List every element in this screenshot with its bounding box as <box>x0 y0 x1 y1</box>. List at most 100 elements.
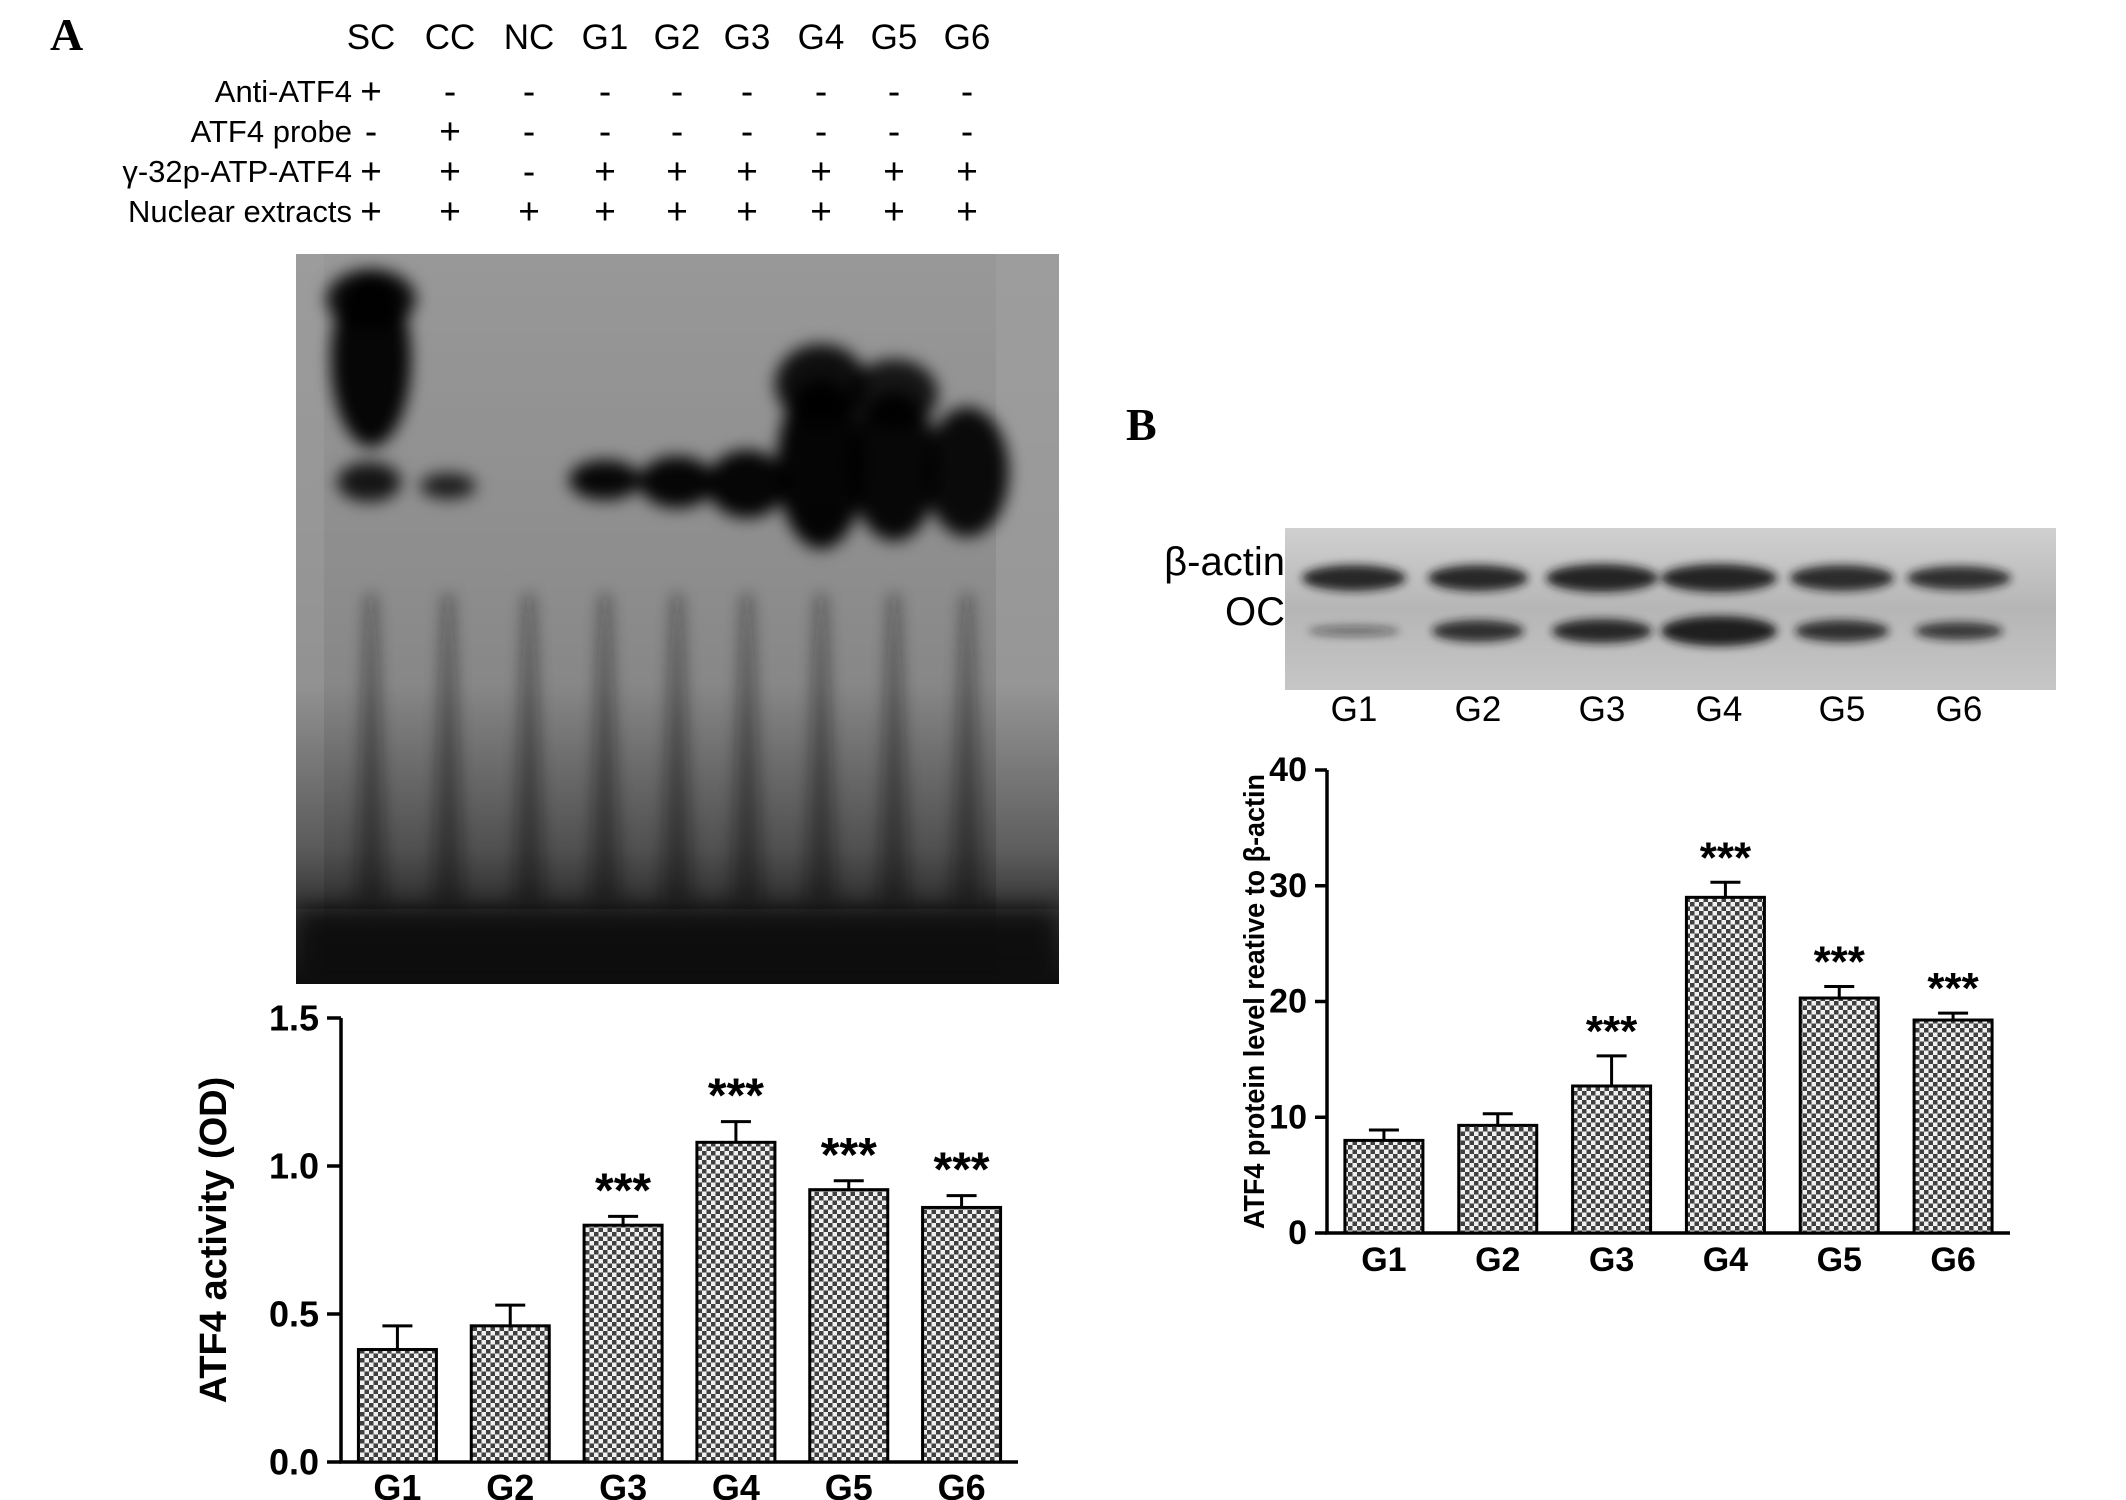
svg-text:0: 0 <box>1288 1214 1307 1252</box>
condition-sign: - <box>887 71 901 112</box>
condition-row: Anti-ATF4 + - - - - - - - - <box>0 72 1100 112</box>
atf4-protein-chart: 0 10 20 30 40 G1 G2 *** G3 *** G4 *** G5 *** G6 ATF4 pr… <box>1240 751 2010 1279</box>
condition-sign: - <box>740 111 754 152</box>
svg-text:***: *** <box>821 1129 877 1182</box>
emsa-gel-image <box>296 254 1059 984</box>
condition-sign: - <box>443 71 457 112</box>
condition-row: Nuclear extracts + + + + + + + + + <box>0 192 1100 232</box>
svg-text:G1: G1 <box>373 1467 421 1500</box>
condition-sign: + <box>439 191 461 232</box>
svg-text:***: *** <box>1700 833 1752 882</box>
blot-lane-label-g1: G1 <box>1330 690 1378 729</box>
condition-sign: + <box>883 151 905 192</box>
condition-sign: - <box>960 111 974 152</box>
condition-sign: + <box>956 191 978 232</box>
lane-header-cc: CC <box>424 18 476 57</box>
condition-sign: + <box>810 191 832 232</box>
lane-header-g1: G1 <box>581 18 629 57</box>
condition-sign: - <box>670 111 684 152</box>
condition-sign: - <box>598 71 612 112</box>
svg-text:G3: G3 <box>1589 1241 1634 1279</box>
condition-sign: + <box>810 151 832 192</box>
lane-header-g3: G3 <box>723 18 771 57</box>
svg-text:***: *** <box>1814 937 1866 986</box>
lane-header-g6: G6 <box>943 18 991 57</box>
blot-lane-labels: G1 G2 G3 G4 G5 G6 <box>0 690 2126 734</box>
condition-label: Nuclear extracts <box>128 194 352 229</box>
condition-sign: + <box>439 111 461 152</box>
condition-row: γ-32p-ATP-ATF4 + + - + + + + + + <box>0 152 1100 192</box>
svg-text:G2: G2 <box>1475 1241 1520 1279</box>
lane-header-nc: NC <box>503 18 555 57</box>
condition-label: Anti-ATF4 <box>214 74 352 109</box>
svg-text:G6: G6 <box>1930 1241 1975 1279</box>
blot-lane-label-g2: G2 <box>1454 690 1502 729</box>
condition-sign: - <box>522 71 536 112</box>
beta-actin-label: β-actin <box>1164 540 1285 584</box>
svg-text:***: *** <box>934 1144 990 1197</box>
svg-text:ATF4 activity (OD): ATF4 activity (OD) <box>193 1077 235 1404</box>
condition-sign: - <box>522 111 536 152</box>
svg-text:0.0: 0.0 <box>269 1442 319 1483</box>
svg-text:ATF4 protein level reative to: ATF4 protein level reative to β-actin <box>1240 774 1271 1229</box>
blot-lane-label-g4: G4 <box>1695 690 1743 729</box>
blot-lane-label-g3: G3 <box>1578 690 1626 729</box>
lane-header-g4: G4 <box>797 18 845 57</box>
condition-sign: + <box>518 191 540 232</box>
svg-text:20: 20 <box>1269 983 1307 1021</box>
svg-text:1.5: 1.5 <box>269 998 319 1039</box>
condition-sign: - <box>887 111 901 152</box>
oc-label: OC <box>1225 590 1285 634</box>
svg-text:30: 30 <box>1269 867 1307 905</box>
condition-sign: + <box>883 191 905 232</box>
condition-sign: - <box>522 151 536 192</box>
lane-header-sc: SC <box>346 18 396 57</box>
condition-label: γ-32p-ATP-ATF4 <box>122 154 352 189</box>
condition-sign: + <box>956 151 978 192</box>
condition-rows: Anti-ATF4 + - - - - - - - - ATF4 probe - + - - - - - - - γ-3… <box>0 72 1100 242</box>
svg-text:***: *** <box>708 1070 764 1123</box>
condition-sign: + <box>736 191 758 232</box>
condition-sign: + <box>666 191 688 232</box>
condition-sign: + <box>736 151 758 192</box>
svg-text:G3: G3 <box>599 1467 647 1500</box>
western-blot-image <box>1285 528 2056 690</box>
svg-text:1.0: 1.0 <box>269 1146 319 1187</box>
condition-sign: - <box>598 111 612 152</box>
svg-text:0.5: 0.5 <box>269 1294 319 1335</box>
svg-text:G5: G5 <box>1817 1241 1862 1279</box>
blot-lane-label-g6: G6 <box>1935 690 1983 729</box>
svg-text:G5: G5 <box>825 1467 873 1500</box>
panel-a-label: A <box>50 9 84 60</box>
lane-header-g5: G5 <box>870 18 918 57</box>
condition-sign: + <box>360 151 382 192</box>
condition-sign: - <box>364 111 378 152</box>
lane-header-row: SC CC NC G1 G2 G3 G4 G5 G6 <box>0 18 2126 62</box>
svg-text:***: *** <box>1927 964 1979 1013</box>
condition-sign: - <box>670 71 684 112</box>
svg-text:G6: G6 <box>938 1467 986 1500</box>
condition-row: ATF4 probe - + - - - - - - - <box>0 112 1100 152</box>
svg-text:G4: G4 <box>712 1467 760 1500</box>
condition-sign: + <box>666 151 688 192</box>
svg-text:10: 10 <box>1269 1098 1307 1136</box>
blot-lane-label-g5: G5 <box>1818 690 1866 729</box>
lane-header-g2: G2 <box>653 18 701 57</box>
svg-text:***: *** <box>1586 1007 1638 1056</box>
svg-text:***: *** <box>595 1164 651 1217</box>
condition-sign: + <box>594 151 616 192</box>
condition-sign: + <box>439 151 461 192</box>
panel-b-label: B <box>1126 399 1157 450</box>
svg-text:G2: G2 <box>486 1467 534 1500</box>
condition-sign: - <box>960 71 974 112</box>
atf4-activity-chart: 0.0 0.5 1.0 1.5 G1 G2 *** G3 *** G4 *** G5 *** G6 ATF4… <box>193 998 1018 1500</box>
svg-text:40: 40 <box>1269 751 1307 789</box>
svg-text:G1: G1 <box>1361 1241 1406 1279</box>
condition-sign: - <box>740 71 754 112</box>
condition-sign: - <box>814 111 828 152</box>
svg-text:G4: G4 <box>1703 1241 1748 1279</box>
condition-sign: + <box>594 191 616 232</box>
condition-sign: + <box>360 71 382 112</box>
condition-sign: + <box>360 191 382 232</box>
condition-sign: - <box>814 71 828 112</box>
